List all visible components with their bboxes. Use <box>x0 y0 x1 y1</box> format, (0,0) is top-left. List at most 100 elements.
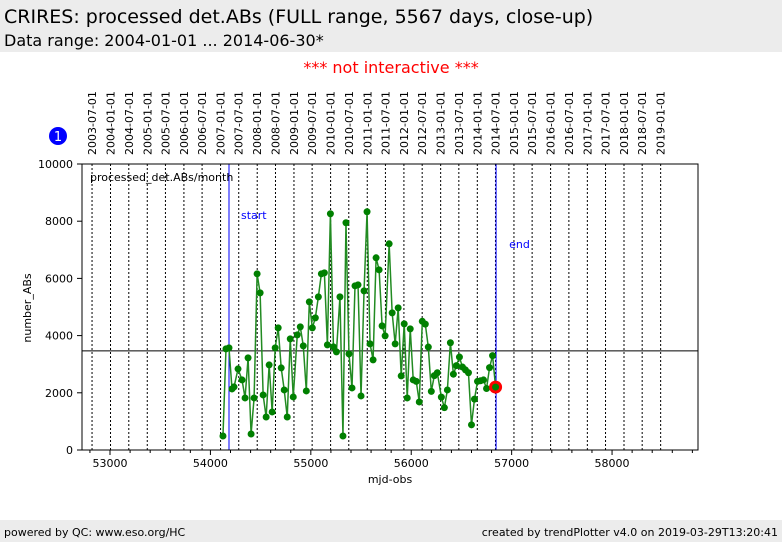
data-point <box>483 385 491 393</box>
chart-title: processed_det.ABs/month <box>90 171 233 184</box>
data-point <box>397 372 405 380</box>
data-point <box>406 325 414 333</box>
data-point <box>305 298 313 306</box>
data-point <box>244 354 252 362</box>
data-point <box>299 342 307 350</box>
date-label: 2013-01-01 <box>435 91 448 155</box>
data-point <box>219 432 227 440</box>
data-point <box>400 320 408 328</box>
data-point <box>421 320 429 328</box>
series-line <box>222 211 497 437</box>
data-point <box>455 353 463 361</box>
date-label: 2016-07-01 <box>563 91 576 155</box>
data-point <box>259 391 267 399</box>
date-label: 2011-07-01 <box>379 91 392 155</box>
date-label: 2017-07-01 <box>600 91 613 155</box>
data-point <box>253 270 261 278</box>
data-point <box>452 362 460 370</box>
data-range: Data range: 2004-01-01 ... 2014-06-30* <box>4 31 324 50</box>
data-point <box>339 432 347 440</box>
footer: powered by QC: www.eso.org/HC created by… <box>0 520 782 542</box>
date-label: 2009-01-01 <box>288 91 301 155</box>
data-point <box>375 266 383 274</box>
date-label: 2009-07-01 <box>306 91 319 155</box>
data-point <box>247 430 255 438</box>
data-point <box>348 384 356 392</box>
data-point <box>280 386 288 394</box>
data-point <box>480 376 488 384</box>
date-label: 2006-07-01 <box>196 91 209 155</box>
date-label: 2010-01-01 <box>325 91 338 155</box>
data-point <box>357 392 365 400</box>
data-point <box>296 323 304 331</box>
data-point <box>332 348 340 356</box>
date-label: 2004-07-01 <box>123 91 136 155</box>
data-point <box>326 210 334 218</box>
data-point <box>443 386 451 394</box>
data-point <box>403 394 411 402</box>
date-label: 2007-01-01 <box>215 91 228 155</box>
date-label: 2015-01-01 <box>508 91 521 155</box>
header: CRIRES: processed det.ABs (FULL range, 5… <box>0 0 782 52</box>
data-point <box>289 393 297 401</box>
x-tick-label: 55000 <box>293 457 328 470</box>
date-label: 2017-01-01 <box>581 91 594 155</box>
data-point <box>388 309 396 317</box>
data-point <box>241 394 249 402</box>
footer-powered-by: powered by QC: www.eso.org/HC <box>4 526 186 539</box>
data-point <box>354 281 362 289</box>
badge-circle <box>49 127 67 145</box>
axes: 0 2000 4000 6000 8000 10000 53000 54000 55000 560… <box>38 158 699 470</box>
date-label: 2008-07-01 <box>269 91 282 155</box>
data-point <box>323 341 331 349</box>
data-point <box>467 421 475 429</box>
y-axis-label: number_ABs <box>21 273 34 343</box>
data-point <box>363 208 371 216</box>
date-label: 2018-07-01 <box>636 91 649 155</box>
data-point <box>311 314 319 322</box>
date-label: 2003-07-01 <box>86 91 99 155</box>
date-label: 2014-07-01 <box>489 91 502 155</box>
data-point <box>308 324 316 332</box>
data-point <box>256 289 264 297</box>
data-point <box>342 219 350 227</box>
date-label: 2013-07-01 <box>453 91 466 155</box>
grid: start end <box>82 164 698 450</box>
badge-number: 1 <box>54 130 62 145</box>
data-point <box>230 383 238 391</box>
y-tick-label: 6000 <box>45 272 73 285</box>
badge: 1 <box>49 127 67 145</box>
date-label: 2011-01-01 <box>361 91 374 155</box>
data-point <box>302 387 310 395</box>
data-point <box>225 344 233 352</box>
y-tick-label: 2000 <box>45 387 73 400</box>
data-point <box>412 377 420 385</box>
data-point <box>449 370 457 378</box>
date-label: 2005-01-01 <box>141 91 154 155</box>
start-label: start <box>241 209 267 222</box>
data-point <box>486 364 494 372</box>
data-point <box>437 393 445 401</box>
data-point <box>492 383 500 391</box>
data-point <box>464 369 472 377</box>
data-point <box>360 287 368 295</box>
date-label: 2019-01-01 <box>655 91 668 155</box>
date-label: 2018-01-01 <box>618 91 631 155</box>
x-tick-label: 53000 <box>93 457 128 470</box>
data-point <box>415 398 423 406</box>
x-axis-label: mjd-obs <box>368 473 413 486</box>
data-point <box>271 344 279 352</box>
data-point <box>433 369 441 377</box>
x-tick-label: 58000 <box>595 457 630 470</box>
data-point <box>336 293 344 301</box>
data-point <box>394 304 402 312</box>
data-point <box>369 356 377 364</box>
page-title: CRIRES: processed det.ABs (FULL range, 5… <box>4 6 594 28</box>
data-point <box>250 394 258 402</box>
y-tick-label: 0 <box>66 444 73 457</box>
date-label: 2016-01-01 <box>545 91 558 155</box>
date-label: 2006-01-01 <box>178 91 191 155</box>
series <box>219 208 503 440</box>
data-point <box>286 335 294 343</box>
date-label: 2005-07-01 <box>159 91 172 155</box>
